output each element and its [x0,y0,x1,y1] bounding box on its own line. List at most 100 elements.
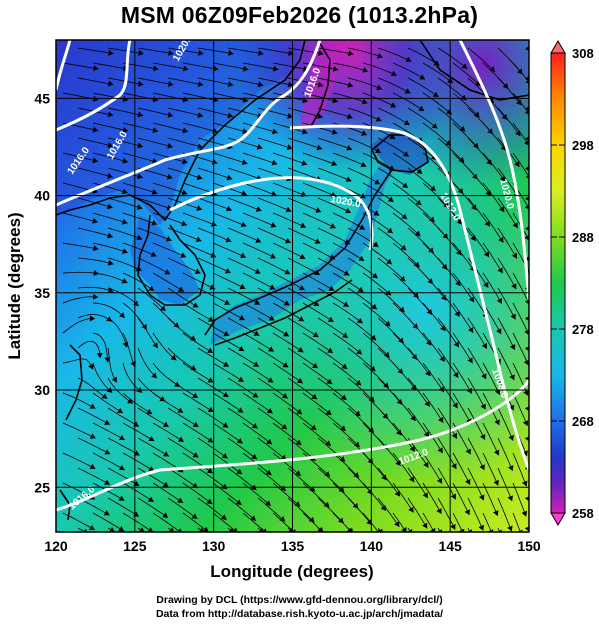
streamline-arrow [138,527,145,532]
streamline-arrow [432,91,439,98]
credit-data: Data from http://database.rish.kyoto-u.a… [155,608,444,620]
streamline-arrow [146,408,153,415]
streamline-arrow [268,346,274,352]
streamline [137,317,159,349]
streamline-arrow [137,111,144,118]
streamline-arrow [107,232,113,239]
streamline [437,47,468,70]
streamline-arrow [419,74,426,80]
streamline-arrow [436,477,443,484]
streamline [332,392,361,417]
streamline [152,272,185,292]
streamline-arrow [163,451,169,457]
streamline-arrow [326,378,333,385]
streamline-arrow [433,60,440,66]
streamline [182,62,219,70]
streamline-arrow [390,70,397,77]
streamline-arrow [341,363,348,369]
streamline [257,137,293,149]
streamline-arrow [318,527,324,532]
streamline-arrow [177,528,182,532]
streamline [77,467,111,485]
streamline-arrow [285,237,291,244]
streamline [362,422,388,450]
streamline-arrow [92,95,99,102]
streamline [107,47,144,55]
streamline-arrow [257,81,264,88]
streamline [452,332,473,364]
streamline-arrow [455,249,462,256]
streamline [497,317,516,350]
streamline-arrow [366,519,372,525]
streamline [137,437,170,457]
streamline-arrow [104,419,110,425]
streamline-arrow [284,269,291,275]
coastlines [56,40,529,521]
streamline [152,422,185,443]
streamline-arrow [255,206,262,212]
streamline-arrow [461,63,468,69]
streamline [452,302,474,334]
streamline [317,317,349,339]
streamline [392,392,416,422]
streamline-arrow [250,515,256,521]
streamline-arrow [170,354,177,361]
streamline-arrow [429,216,435,223]
streamline [107,467,140,487]
streamline [302,152,338,166]
streamline-arrow [151,219,158,226]
streamline-arrow [525,45,529,51]
streamline-arrow [117,407,123,414]
streamline [137,407,169,428]
streamline-arrow [507,525,513,532]
streamline-arrow [387,196,394,202]
streamline [452,392,472,425]
streamline-arrow [198,50,204,56]
streamline-arrow [164,269,171,275]
streamline [257,107,293,118]
streamline-arrow [338,486,345,493]
streamline [242,272,276,290]
streamline-arrow [486,159,492,166]
streamline [422,332,446,362]
streamline-arrow [439,355,445,362]
streamline-arrow [224,299,230,305]
streamline [212,362,244,383]
streamline [287,347,319,369]
streamline-arrow [206,498,213,504]
streamline [407,137,437,161]
streamline [92,212,128,224]
streamline [437,77,467,101]
streamline-arrow [296,377,303,384]
streamline [347,137,381,154]
streamline-arrow [456,218,463,225]
streamline [512,62,529,82]
streamline [107,497,140,517]
streamline-arrow [524,106,529,111]
streamline [407,347,431,377]
streamline-arrow [197,81,204,87]
streamline-arrow [137,142,143,149]
streamline-arrow [159,305,166,311]
streamline [452,512,463,531]
streamline [377,227,407,251]
streamline [272,422,302,446]
streamline [407,287,433,315]
colorbar-bottom-arrow [550,512,566,526]
streamline-arrow [296,408,303,415]
streamline [122,302,148,330]
streamline [437,347,459,379]
streamline [257,47,294,55]
streamline-arrow [315,207,322,213]
streamline [212,332,245,352]
streamline [137,257,171,275]
streamline-arrow [483,251,490,258]
streamline-arrow [361,130,367,136]
streamline [92,272,128,284]
streamline [152,512,180,532]
streamline [197,77,234,86]
streamline [287,77,324,87]
streamline-arrow [220,514,227,520]
streamline [317,227,351,245]
streamline-arrow [441,263,448,270]
